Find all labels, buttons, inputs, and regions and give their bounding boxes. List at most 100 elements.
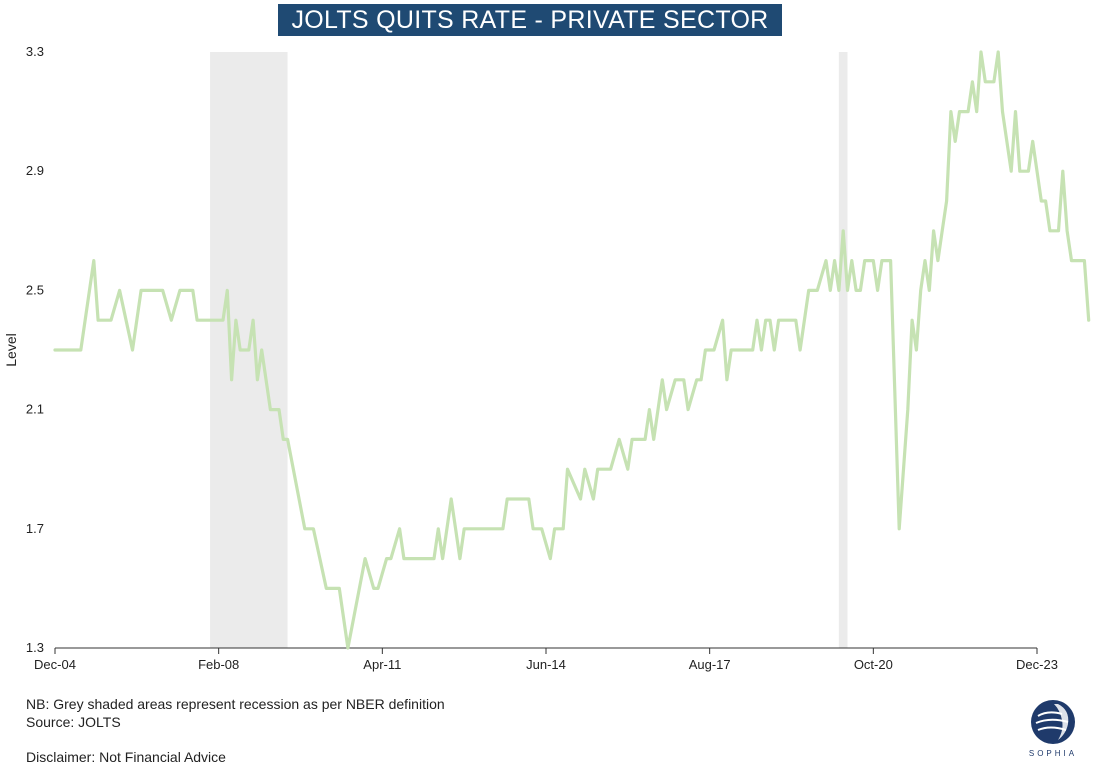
data-point [855,289,857,292]
data-point [303,527,306,530]
chart-notes: NB: Grey shaded areas represent recessio… [26,695,445,731]
data-point [256,378,259,381]
data-point [846,289,849,292]
data-point [807,289,810,292]
data-point [441,557,444,560]
data-point [889,259,892,262]
logo-text: SOPHIA [1029,749,1077,758]
data-point [997,51,1000,53]
data-point [1018,170,1021,173]
data-point [928,289,931,292]
data-point [110,319,112,322]
data-point [1001,110,1004,113]
data-point [984,80,987,83]
data-point [950,110,952,113]
data-point [398,527,401,530]
data-point [161,289,164,292]
source-note: Source: JOLTS [26,714,121,730]
data-point [721,319,724,322]
data-point [170,319,173,322]
data-point [769,319,771,322]
data-point [1014,110,1017,113]
data-point [235,319,237,322]
data-point [540,527,543,530]
data-point [993,80,995,83]
data-point [799,349,801,351]
data-point [958,110,961,113]
y-tick-label: 2.5 [26,282,44,297]
data-point [665,408,668,411]
data-point [454,527,457,530]
recession-band [838,52,848,648]
data-point [975,110,978,113]
data-point [631,438,633,441]
data-point [196,319,199,322]
data-point [687,408,689,411]
data-point [1040,200,1043,202]
data-point [377,587,379,590]
data-point [269,408,272,411]
data-point [713,349,715,351]
data-point [704,349,707,351]
data-point [674,378,677,381]
data-point [872,259,875,262]
data-point [140,289,143,292]
data-point [278,408,280,411]
series-layer [53,50,1091,650]
data-point [179,289,181,292]
data-point [450,498,453,500]
x-tick-label: Apr-11 [363,657,401,672]
x-tick-label: Oct-20 [854,657,893,672]
data-point [532,527,534,530]
data-point [433,557,435,560]
data-point [652,438,655,441]
series-line [53,50,1091,650]
data-point [79,349,82,351]
data-point [372,587,375,590]
data-point [1070,259,1073,262]
data-point [385,557,388,560]
data-point [527,498,530,500]
data-point [906,408,909,411]
data-point [1083,259,1086,262]
data-point [850,259,853,262]
data-point [230,378,233,381]
data-point [54,349,56,351]
data-point [459,557,461,560]
data-point [312,527,315,530]
data-point [937,259,939,262]
data-point [924,259,926,262]
data-point [919,289,922,292]
data-point [347,647,349,649]
data-point [626,468,629,471]
data-point [437,527,440,530]
x-tick-label: Dec-04 [34,657,76,672]
data-point [118,289,121,292]
data-point [390,557,392,560]
data-point [609,468,612,471]
data-point [596,468,599,471]
data-point [1027,170,1030,173]
data-point [338,587,341,590]
data-point [463,527,466,530]
data-point [1049,229,1051,232]
data-point [502,527,504,530]
data-point [282,438,285,441]
data-point [549,557,552,560]
data-point [92,259,95,262]
data-point [252,319,255,322]
chart-area: 1.3 1.7 2.1 2.5 2.9 3.3 Dec-04 Feb-08 Apr-11 Jun… [3,44,1091,672]
y-tick-label: 3.3 [26,44,44,59]
y-tick-label: 1.3 [26,640,44,655]
data-point [911,319,913,322]
data-point [738,349,741,351]
data-point [898,527,901,530]
data-point [131,349,134,351]
x-tick-label: Jun-14 [526,657,566,672]
data-point [730,349,733,351]
y-axis-ticks: 1.3 1.7 2.1 2.5 2.9 3.3 [26,44,44,655]
x-tick-label: Feb-08 [198,657,239,672]
data-point [1087,319,1090,322]
data-point [364,557,366,560]
data-point [644,438,646,441]
